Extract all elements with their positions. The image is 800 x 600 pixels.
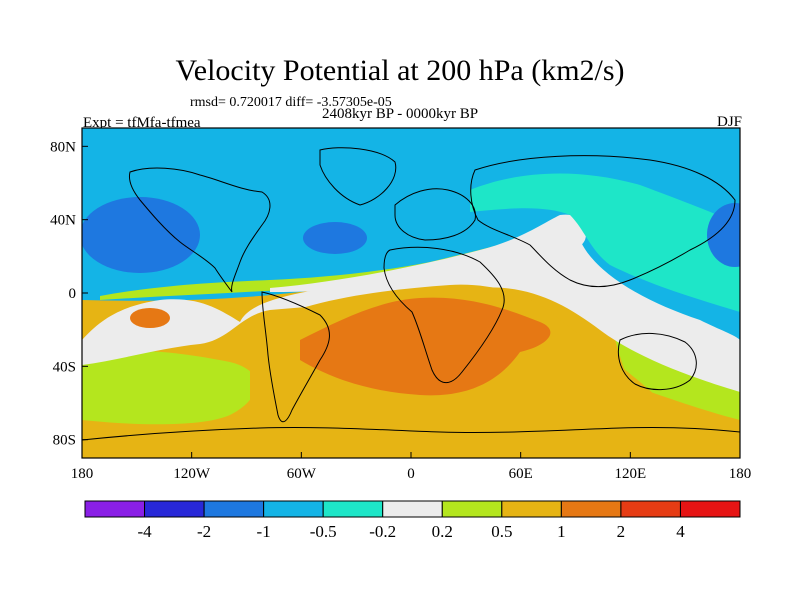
colorbar-label: -0.2	[369, 522, 396, 541]
y-tick-label: 40N	[50, 213, 76, 229]
colorbar-swatch	[144, 500, 205, 518]
colorbar-swatch	[679, 500, 741, 518]
season-label: DJF	[716, 114, 742, 130]
colorbar-swatch	[263, 500, 324, 518]
contour-band-teal-east	[470, 173, 740, 312]
colorbar-label: 1	[557, 522, 566, 541]
velocity-potential-field	[82, 128, 740, 458]
x-tick-label: 120E	[614, 466, 646, 482]
colorbar-swatch	[501, 500, 562, 518]
coast-asia	[470, 155, 736, 288]
y-tick-label: 80S	[53, 433, 76, 449]
chart-title: Velocity Potential at 200 hPa (km2/s)	[175, 54, 625, 87]
coast-south-america	[261, 291, 330, 423]
x-tick-label: 60E	[509, 466, 533, 482]
colorbar-swatch	[84, 500, 146, 518]
colorbar-label: -4	[137, 522, 152, 541]
coast-north-america	[129, 167, 271, 293]
colorbar-label: -0.5	[310, 522, 337, 541]
colorbar-label: -1	[257, 522, 271, 541]
contour-low-west-pacific	[707, 203, 740, 267]
contour-low-north-pacific	[82, 197, 200, 273]
contour-high-africa	[300, 297, 551, 396]
colorbar-swatch	[560, 500, 622, 518]
contour-band-0p2-0p5-south	[82, 350, 257, 425]
contour-band-neutral-north	[270, 214, 587, 292]
colorbar-label: 2	[617, 522, 626, 541]
colorbar-swatch	[322, 500, 384, 518]
x-tick-label: 0	[407, 466, 415, 482]
colorbar-label: 0.5	[491, 522, 512, 541]
experiment-label: Expt = tfMfa-tfmea	[83, 115, 201, 131]
colorbar: -4 -2 -1 -0.5 -0.2 0.2 0.5 1 2 4	[84, 500, 741, 541]
x-tick-label: 180	[729, 466, 752, 482]
y-tick-label: 80N	[50, 139, 76, 155]
coast-australia	[617, 332, 697, 390]
colorbar-swatch	[203, 500, 265, 518]
stats-text: rmsd= 0.720017 diff= -3.57305e-05	[190, 95, 392, 110]
y-axis: 80N 40N 0 40S 80S	[50, 139, 88, 449]
coastlines	[82, 147, 740, 441]
x-tick-label: 60W	[287, 466, 317, 482]
x-tick-label: 120W	[173, 466, 211, 482]
coast-europe	[394, 188, 476, 241]
coast-africa	[383, 246, 505, 384]
period-subtitle: 2408kyr BP - 0000kyr BP	[322, 106, 479, 122]
colorbar-swatch	[382, 500, 443, 518]
y-tick-label: 0	[69, 286, 77, 302]
y-tick-label: 40S	[53, 359, 76, 375]
colorbar-label: 4	[676, 522, 685, 541]
colorbar-label: -2	[197, 522, 211, 541]
coast-greenland	[319, 147, 397, 206]
x-axis: 180 120W 60W 0 60E 120E 180	[71, 452, 752, 482]
x-tick-label: 180	[71, 466, 94, 482]
contour-low-north-atlantic	[303, 222, 367, 254]
colorbar-label: 0.2	[432, 522, 453, 541]
contour-band-neutral	[82, 224, 740, 392]
colorbar-swatch	[620, 500, 681, 518]
colorbar-swatch	[441, 500, 503, 518]
coast-antarctica	[82, 426, 740, 441]
contour-high-south-pacific	[130, 308, 170, 328]
